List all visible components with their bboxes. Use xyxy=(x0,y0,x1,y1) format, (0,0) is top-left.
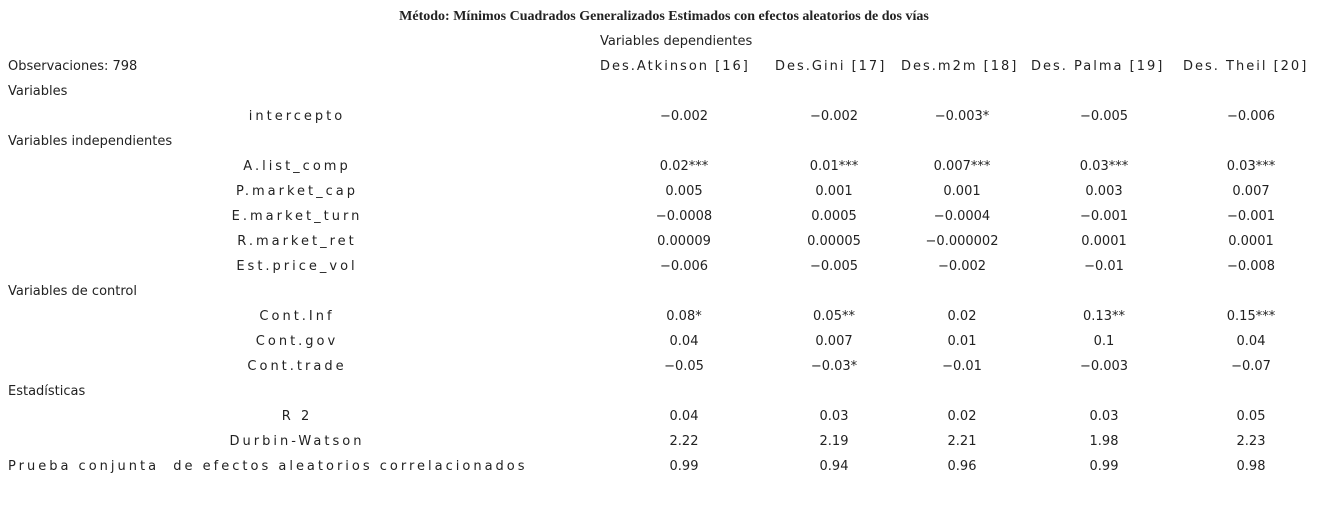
cell: −0.001 xyxy=(1226,209,1276,224)
cell: −0.005 xyxy=(1079,109,1129,124)
cell: −0.000002 xyxy=(925,234,999,249)
cell: 1.98 xyxy=(1089,434,1119,449)
section-label: Estadísticas xyxy=(8,384,86,399)
cell: 0.01 xyxy=(947,334,977,349)
row-label: E.market_turn xyxy=(231,209,363,224)
cell: −0.0004 xyxy=(933,209,991,224)
cell: 2.22 xyxy=(669,434,699,449)
cell: −0.008 xyxy=(1226,259,1276,274)
column-header: Des.m2m [18] xyxy=(901,59,1019,74)
cell: −0.01 xyxy=(1084,259,1124,274)
cell: 2.23 xyxy=(1236,434,1266,449)
cell: 0.02 xyxy=(947,409,977,424)
cell: 0.0005 xyxy=(811,209,857,224)
cell: 0.04 xyxy=(669,334,699,349)
cell: 0.007 xyxy=(1232,184,1270,199)
cell: −0.005 xyxy=(809,259,859,274)
cell: −0.002 xyxy=(659,109,709,124)
cell: 0.94 xyxy=(819,459,849,474)
row-label: Durbin-Watson xyxy=(229,434,365,449)
row-label: Cont.trade xyxy=(247,359,347,374)
row-label: Prueba conjunta de efectos aleatorios co… xyxy=(8,459,528,474)
cell: 0.03*** xyxy=(1226,159,1276,174)
cell: 0.03*** xyxy=(1079,159,1129,174)
cell: −0.05 xyxy=(664,359,704,374)
cell: −0.03* xyxy=(810,359,858,374)
row-label: R 2 xyxy=(281,409,313,424)
title: Método: Mínimos Cuadrados Generalizados … xyxy=(399,9,929,24)
cell: 0.04 xyxy=(1236,334,1266,349)
cell: 0.98 xyxy=(1236,459,1266,474)
cell: 0.01*** xyxy=(809,159,859,174)
cell: −0.002 xyxy=(809,109,859,124)
cell: 0.0001 xyxy=(1228,234,1274,249)
cell: 2.21 xyxy=(947,434,977,449)
cell: −0.001 xyxy=(1079,209,1129,224)
cell: −0.006 xyxy=(1226,109,1276,124)
row-label: A.list_comp xyxy=(243,159,351,174)
row-label: Cont.Inf xyxy=(259,309,335,324)
cell: 0.96 xyxy=(947,459,977,474)
cell: 0.1 xyxy=(1093,334,1115,349)
row-label: Cont.gov xyxy=(255,334,339,349)
cell: 0.02 xyxy=(947,309,977,324)
cell: 0.05** xyxy=(813,309,855,324)
cell: 0.99 xyxy=(1089,459,1119,474)
column-header: Des.Gini [17] xyxy=(775,59,887,74)
cell: 0.15*** xyxy=(1226,309,1276,324)
column-header: Des.Atkinson [16] xyxy=(600,59,750,74)
row-label: intercepto xyxy=(248,109,346,124)
cell: 0.02*** xyxy=(659,159,709,174)
cell: −0.0008 xyxy=(655,209,713,224)
cell: 0.08* xyxy=(666,309,702,324)
cell: 0.99 xyxy=(669,459,699,474)
row-label: R.market_ret xyxy=(237,234,357,249)
dependent-label: Variables dependientes xyxy=(600,34,753,49)
observations: Observaciones: 798 xyxy=(8,59,138,74)
cell: −0.07 xyxy=(1231,359,1271,374)
cell: 0.03 xyxy=(819,409,849,424)
cell: 2.19 xyxy=(819,434,849,449)
section-label: Variables independientes xyxy=(8,134,173,149)
cell: 0.03 xyxy=(1089,409,1119,424)
cell: 0.04 xyxy=(669,409,699,424)
cell: −0.01 xyxy=(942,359,982,374)
section-label: Variables xyxy=(8,84,68,99)
cell: −0.002 xyxy=(937,259,987,274)
cell: 0.05 xyxy=(1236,409,1266,424)
row-label: P.market_cap xyxy=(236,184,358,199)
cell: 0.00009 xyxy=(657,234,711,249)
cell: 0.00005 xyxy=(807,234,861,249)
cell: −0.006 xyxy=(659,259,709,274)
cell: −0.003 xyxy=(1079,359,1129,374)
cell: 0.007*** xyxy=(933,159,991,174)
row-label: Est.price_vol xyxy=(236,259,358,274)
cell: 0.13** xyxy=(1083,309,1125,324)
column-header: Des. Palma [19] xyxy=(1031,59,1165,74)
cell: 0.001 xyxy=(815,184,853,199)
cell: 0.003 xyxy=(1085,184,1123,199)
cell: 0.0001 xyxy=(1081,234,1127,249)
cell: 0.001 xyxy=(943,184,981,199)
cell: 0.005 xyxy=(665,184,703,199)
section-label: Variables de control xyxy=(8,284,137,299)
cell: 0.007 xyxy=(815,334,853,349)
column-header: Des. Theil [20] xyxy=(1183,59,1309,74)
cell: −0.003* xyxy=(934,109,990,124)
